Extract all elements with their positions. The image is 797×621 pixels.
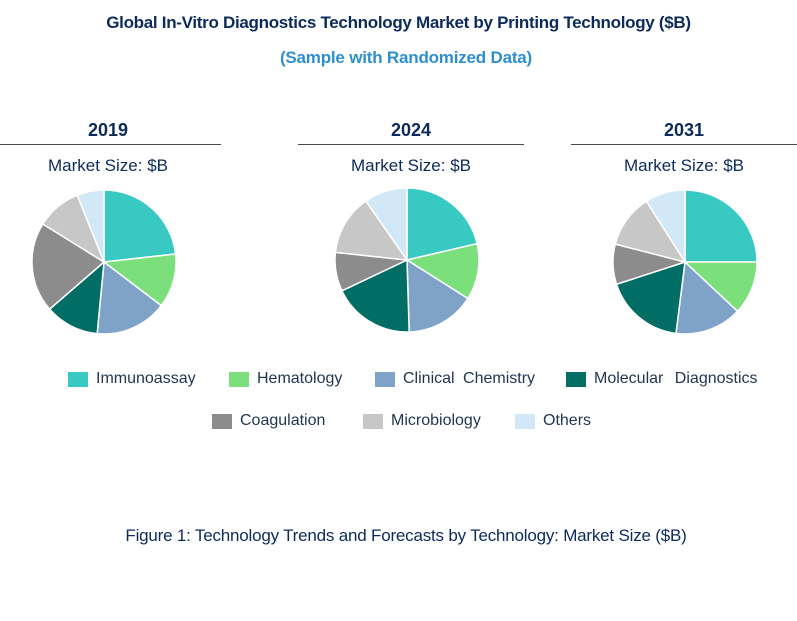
- legend-swatch: [68, 371, 88, 387]
- panel-year: 2019: [87, 120, 129, 140]
- legend-swatch: [375, 371, 395, 387]
- market-size-label: Market Size: $B: [624, 156, 744, 175]
- market-size-label: Market Size: $B: [48, 156, 168, 175]
- legend-label: Molecular Diagnostics: [594, 370, 758, 387]
- panel-2031: 2031 Market Size: $B: [571, 118, 797, 176]
- panel-2024: 2024 Market Size: $B: [298, 118, 524, 176]
- pie-slice-2024-others: [365, 187, 408, 261]
- legend-label: Coagulation: [240, 412, 326, 429]
- legend-item-clinical-chemistry: Clinical Chemistry: [375, 370, 535, 388]
- pie-slice-2031-molecular-diagnostics: [615, 261, 686, 335]
- chart-subtitle: (Sample with Randomized Data): [279, 48, 533, 67]
- pie-slice-2031-immunoassay: [684, 189, 758, 263]
- panel-year: 2031: [663, 120, 705, 140]
- pie-slice-2031-clinical-chemistry: [675, 261, 739, 335]
- chart-title: Global In-Vitro Diagnostics Technology M…: [106, 13, 691, 32]
- panel-year: 2024: [390, 120, 432, 140]
- pie-slice-2024-clinical-chemistry: [406, 259, 469, 333]
- panel-2019: 2019 Market Size: $B: [0, 118, 221, 176]
- pie-slice-2019-others: [76, 189, 105, 263]
- legend-label: Hematology: [257, 370, 343, 387]
- legend-swatch: [566, 371, 586, 387]
- legend-item-immunoassay: Immunoassay: [68, 370, 196, 388]
- legend-swatch: [229, 371, 249, 387]
- pie-slice-2019-coagulation: [31, 223, 105, 310]
- pie-slice-2024-microbiology: [334, 200, 408, 261]
- legend-swatch: [515, 413, 535, 429]
- legend-label: Immunoassay: [96, 370, 196, 387]
- legend-item-microbiology: Microbiology: [363, 412, 481, 430]
- pie-slice-2031-others: [645, 189, 686, 263]
- pie-slice-2024-molecular-diagnostics: [341, 259, 410, 333]
- panel-divider: [298, 144, 524, 145]
- legend-label: Others: [543, 412, 592, 429]
- pie-slice-2024-hematology: [406, 242, 480, 300]
- legend-label: Clinical Chemistry: [403, 370, 536, 387]
- market-size-label: Market Size: $B: [351, 156, 471, 175]
- legend-item-coagulation: Coagulation: [212, 412, 325, 430]
- pie-slice-2019-immunoassay: [103, 189, 177, 263]
- legend-item-hematology: Hematology: [229, 370, 342, 388]
- panel-divider: [0, 144, 221, 145]
- legend-swatch: [363, 413, 383, 429]
- legend-label: Microbiology: [391, 412, 481, 429]
- legend-swatch: [212, 413, 232, 429]
- pie-slice-2024-immunoassay: [406, 187, 478, 261]
- legend-item-molecular-diagnostics: Molecular Diagnostics: [566, 370, 758, 388]
- figure-caption: Figure 1: Technology Trends and Forecast…: [125, 526, 687, 545]
- legend-item-others: Others: [515, 412, 591, 430]
- panel-divider: [571, 144, 797, 145]
- pie-slice-2019-clinical-chemistry: [96, 261, 163, 335]
